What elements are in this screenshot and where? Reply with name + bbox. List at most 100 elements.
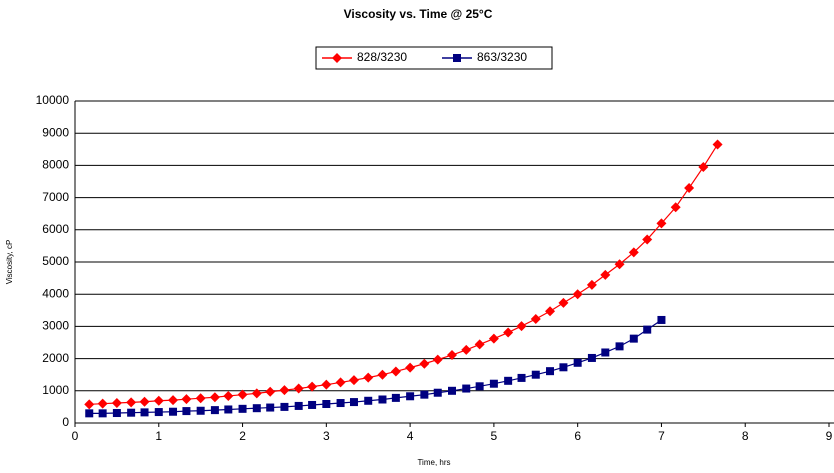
- marker: [238, 404, 247, 413]
- marker: [474, 339, 485, 350]
- marker: [363, 372, 374, 383]
- x-tick-label: 4: [407, 429, 414, 443]
- legend-box: [315, 46, 553, 70]
- marker: [656, 218, 667, 229]
- x-axis-label: Time, hrs: [417, 458, 450, 467]
- marker: [391, 393, 400, 402]
- marker: [279, 385, 290, 396]
- marker: [349, 398, 358, 407]
- marker: [85, 409, 94, 418]
- marker: [712, 139, 723, 150]
- marker: [98, 409, 107, 418]
- marker: [294, 401, 303, 410]
- y-tick-label: 4000: [42, 286, 69, 300]
- marker: [377, 369, 388, 380]
- marker: [614, 259, 625, 270]
- marker: [168, 395, 179, 406]
- marker: [657, 315, 666, 324]
- marker: [139, 396, 150, 407]
- marker: [432, 354, 443, 365]
- x-tick-label: 3: [323, 429, 330, 443]
- y-tick-label: 3000: [42, 319, 69, 333]
- marker: [307, 381, 318, 392]
- marker: [615, 342, 624, 351]
- marker: [503, 327, 514, 338]
- marker: [348, 375, 359, 386]
- marker: [196, 406, 205, 415]
- marker: [629, 334, 638, 343]
- marker: [321, 379, 332, 390]
- marker: [153, 395, 164, 406]
- marker: [322, 400, 331, 409]
- marker: [600, 269, 611, 280]
- marker: [127, 408, 136, 417]
- marker: [420, 390, 429, 399]
- x-tick-label: 9: [826, 429, 833, 443]
- marker: [559, 363, 568, 372]
- marker: [642, 234, 653, 245]
- marker: [154, 408, 163, 417]
- marker: [447, 350, 457, 361]
- marker: [84, 399, 95, 410]
- marker: [587, 353, 596, 362]
- chart-title: Viscosity vs. Time @ 25°C: [344, 7, 493, 21]
- marker: [209, 392, 220, 403]
- y-axis-label: Viscosity, cP: [5, 240, 14, 285]
- x-tick-label: 0: [72, 429, 79, 443]
- x-tick-label: 6: [574, 429, 581, 443]
- y-tick-label: 7000: [42, 190, 69, 204]
- marker: [453, 54, 461, 62]
- x-tick-label: 1: [155, 429, 162, 443]
- y-tick-label: 2000: [42, 351, 69, 365]
- marker: [223, 390, 234, 401]
- marker: [558, 297, 569, 308]
- x-tick-label: 7: [658, 429, 665, 443]
- marker: [516, 321, 527, 332]
- marker: [489, 379, 498, 388]
- marker: [181, 394, 192, 405]
- marker: [169, 407, 178, 416]
- y-tick-label: 10000: [36, 93, 70, 107]
- series-line: [89, 144, 719, 405]
- marker: [586, 279, 597, 290]
- marker: [545, 306, 556, 317]
- marker: [573, 358, 582, 367]
- marker: [504, 376, 513, 385]
- marker: [448, 386, 456, 395]
- marker: [335, 377, 346, 388]
- marker: [224, 405, 233, 414]
- marker: [332, 53, 342, 63]
- marker: [112, 409, 121, 418]
- marker: [546, 367, 555, 376]
- marker: [684, 182, 695, 193]
- marker: [252, 404, 261, 413]
- y-tick-label: 0: [62, 415, 69, 429]
- marker: [419, 358, 430, 369]
- marker: [195, 393, 206, 404]
- marker: [433, 388, 442, 397]
- marker: [182, 407, 191, 416]
- marker: [265, 386, 276, 397]
- marker: [237, 389, 248, 400]
- marker: [378, 395, 387, 404]
- marker: [405, 362, 416, 373]
- marker: [643, 325, 652, 334]
- y-tick-label: 6000: [42, 222, 69, 236]
- marker: [308, 400, 317, 409]
- legend-label: 863/3230: [477, 50, 527, 64]
- marker: [390, 366, 401, 377]
- y-tick-label: 1000: [42, 383, 69, 397]
- marker: [462, 384, 471, 393]
- marker: [364, 396, 373, 405]
- marker: [670, 202, 681, 213]
- marker: [572, 289, 583, 300]
- marker: [517, 373, 526, 382]
- marker: [251, 388, 262, 399]
- x-tick-label: 8: [742, 429, 749, 443]
- marker: [97, 398, 108, 409]
- marker: [530, 313, 541, 324]
- marker: [140, 408, 149, 417]
- marker: [210, 406, 219, 415]
